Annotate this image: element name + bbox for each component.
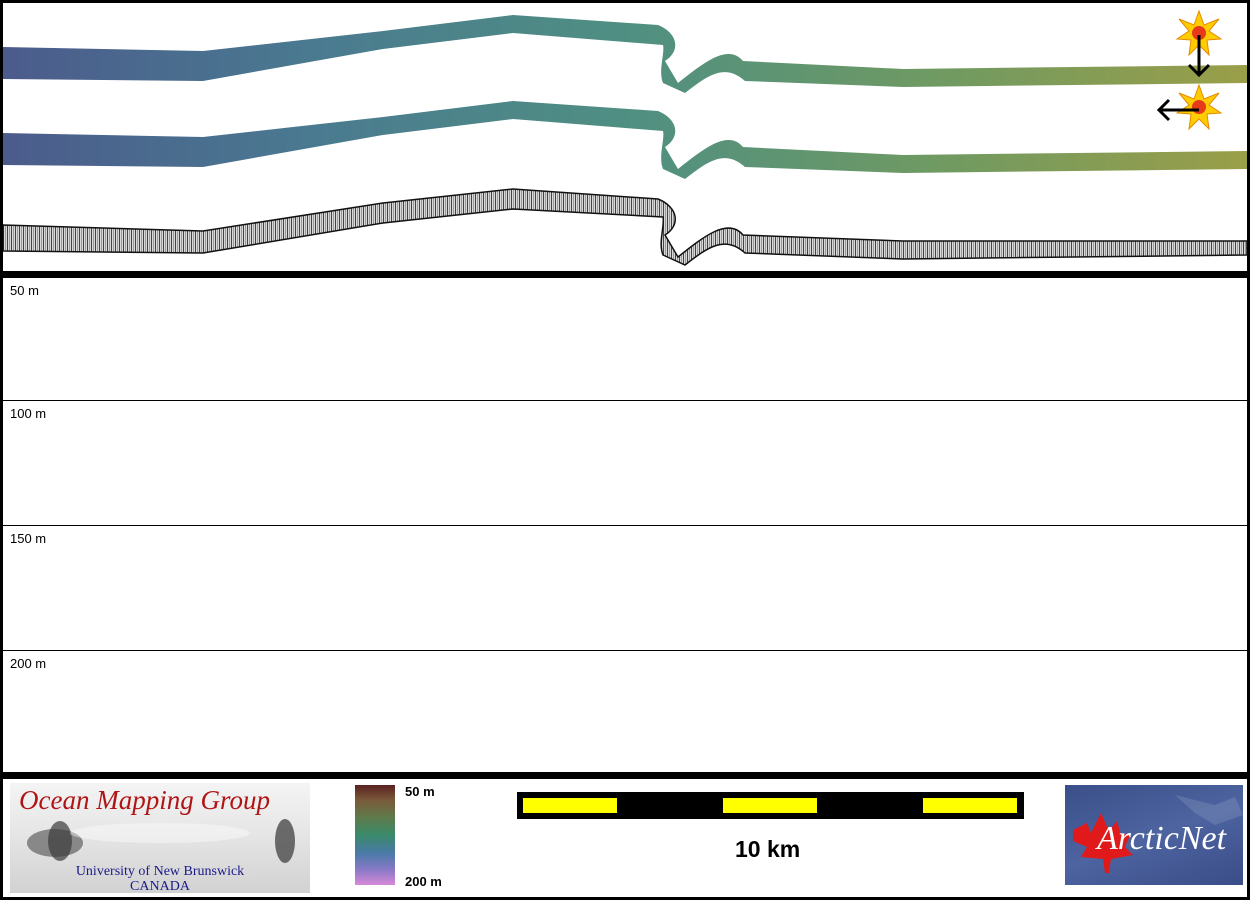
depth-row-150: 150 m <box>3 525 1247 650</box>
depth-row-100: 100 m <box>3 400 1247 525</box>
depth-colorbar <box>355 785 395 885</box>
depth-row-50: 50 m <box>3 278 1247 403</box>
arcticnet-logo: ArcticNet <box>1065 785 1243 885</box>
arrow-left-icon <box>1156 98 1199 122</box>
omg-university: University of New Brunswick <box>75 864 245 879</box>
bathymetry-swath-1 <box>3 15 1247 93</box>
depth-label: 100 m <box>10 406 47 421</box>
backscatter-swath <box>2 188 1248 266</box>
legend-panel: Ocean Mapping Group University of New Br… <box>3 779 1247 897</box>
seafloor-backdrop <box>27 819 295 863</box>
depth-label: 150 m <box>10 531 47 546</box>
omg-country: CANADA <box>130 879 190 893</box>
depth-row-200: 200 m <box>3 650 1247 775</box>
swath-map-panel <box>2 3 1248 271</box>
sun-icon <box>1175 83 1223 131</box>
scale-label: 10 km <box>735 836 801 862</box>
scale-bar-segment <box>923 798 1017 813</box>
scale-bar-segment <box>723 798 817 813</box>
maple-leaf-icon <box>1073 795 1243 873</box>
depth-profile-panel: 50 m 100 m 150 m 200 m <box>3 278 1247 772</box>
arcticnet-text: ArcticNet <box>1097 820 1227 857</box>
scale-bar <box>517 792 1024 819</box>
swath-map <box>2 9 1248 266</box>
depth-label: 50 m <box>10 283 39 298</box>
ocean-mapping-group-logo: Ocean Mapping Group University of New Br… <box>10 783 310 893</box>
depth-label: 200 m <box>10 656 47 671</box>
arrow-down-icon <box>1187 35 1211 78</box>
bathymetry-swath-2 <box>3 101 1247 179</box>
colorbar-top-label: 50 m <box>405 784 435 799</box>
omg-title: Ocean Mapping Group <box>19 785 270 815</box>
colorbar-bottom-label: 200 m <box>405 874 442 889</box>
scale-bar-segment <box>523 798 617 813</box>
